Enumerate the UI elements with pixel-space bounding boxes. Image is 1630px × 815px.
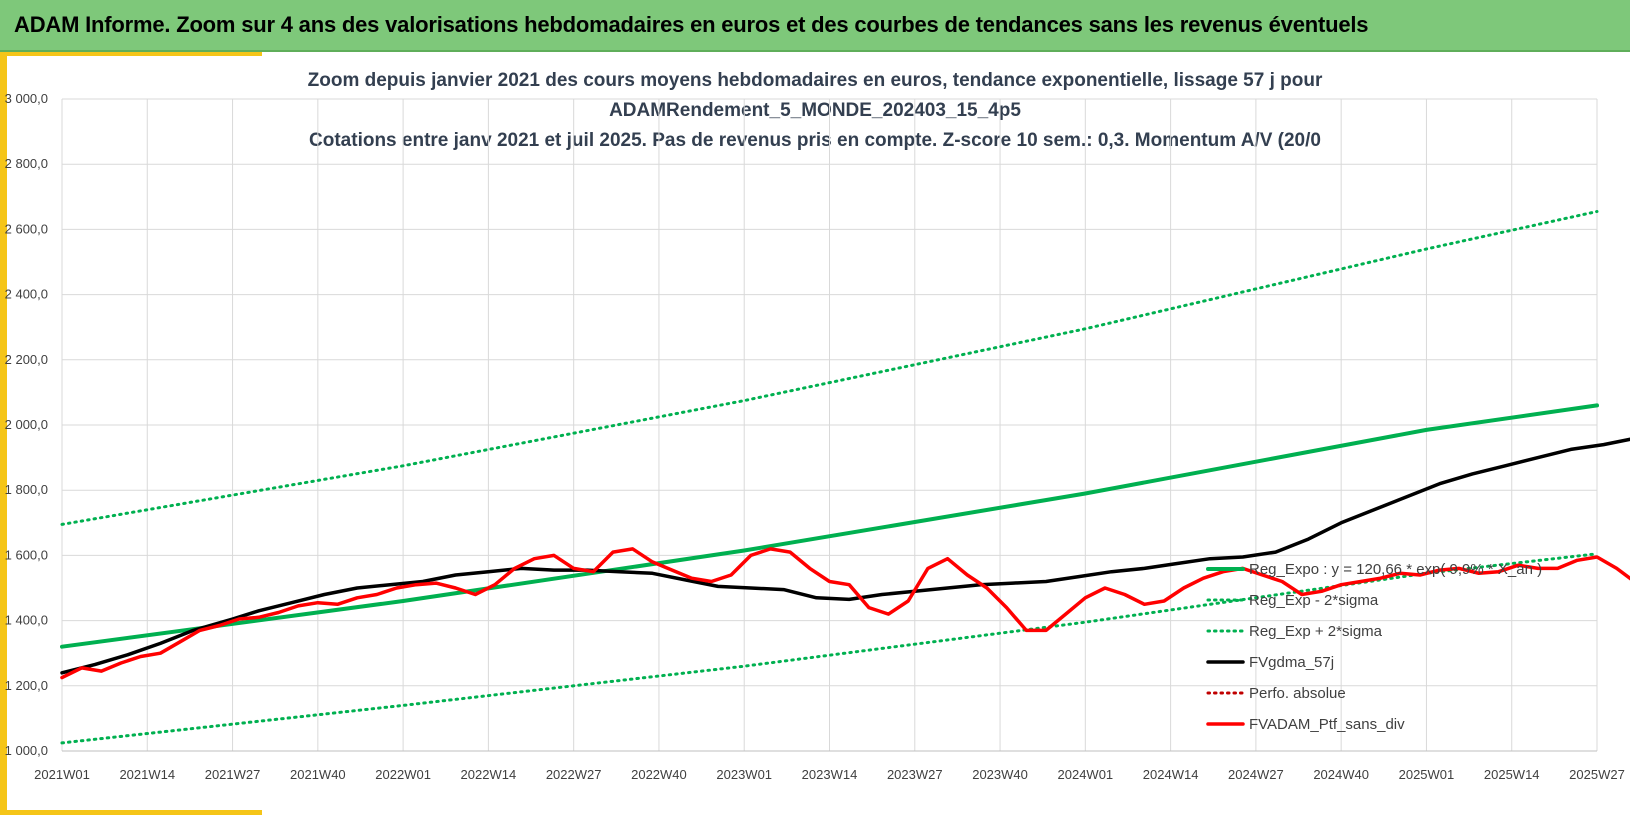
x-tick-label: 2023W40 <box>972 767 1028 782</box>
accent-bar-top <box>0 52 262 56</box>
x-tick-label: 2021W01 <box>34 767 90 782</box>
chart-title-line-2: ADAMRendement_5_MONDE_202403_15_4p5 <box>609 100 1021 121</box>
legend-entry-2: Reg_Exp + 2*sigma <box>1249 623 1383 640</box>
x-tick-label: 2021W40 <box>290 767 346 782</box>
y-tick-label: 1 200,0 <box>5 678 48 693</box>
y-tick-label: 2 200,0 <box>5 352 48 367</box>
y-tick-label: 2 000,0 <box>5 417 48 432</box>
x-tick-label: 2024W40 <box>1313 767 1369 782</box>
x-tick-label: 2025W14 <box>1484 767 1540 782</box>
x-tick-label: 2024W27 <box>1228 767 1284 782</box>
y-tick-label: 1 400,0 <box>5 613 48 628</box>
x-tick-label: 2023W01 <box>716 767 772 782</box>
legend-entry-4: Perfo. absolue <box>1249 685 1346 702</box>
x-tick-label: 2021W14 <box>119 767 175 782</box>
x-tick-label: 2025W27 <box>1569 767 1625 782</box>
page-title: ADAM Informe. Zoom sur 4 ans des valoris… <box>14 12 1369 37</box>
y-tick-label: 2 800,0 <box>5 156 48 171</box>
x-tick-label: 2022W01 <box>375 767 431 782</box>
series-line-5 <box>60 547 1630 680</box>
chart-title-line-1: Zoom depuis janvier 2021 des cours moyen… <box>307 70 1323 91</box>
header-banner: ADAM Informe. Zoom sur 4 ans des valoris… <box>0 0 1630 52</box>
legend-entry-1: Reg_Exp - 2*sigma <box>1249 592 1379 609</box>
y-tick-label: 1 000,0 <box>5 743 48 758</box>
legend-entry-3: FVgdma_57j <box>1249 654 1334 671</box>
y-tick-label: 3 000,0 <box>5 91 48 106</box>
accent-bar-bottom <box>0 810 262 815</box>
x-tick-label: 2022W14 <box>461 767 517 782</box>
x-tick-label: 2022W40 <box>631 767 687 782</box>
x-tick-label: 2021W27 <box>205 767 261 782</box>
x-tick-label: 2023W27 <box>887 767 943 782</box>
x-tick-label: 2022W27 <box>546 767 602 782</box>
y-tick-label: 1 800,0 <box>5 482 48 497</box>
series-line-3 <box>60 437 1630 675</box>
chart-title-line-3: Cotations entre janv 2021 et juil 2025. … <box>309 130 1321 151</box>
x-tick-label: 2023W14 <box>802 767 858 782</box>
x-tick-label: 2025W01 <box>1399 767 1455 782</box>
x-tick-label: 2024W01 <box>1058 767 1114 782</box>
series-line-0 <box>60 403 1599 649</box>
legend-entry-5: FVADAM_Ptf_sans_div <box>1249 716 1405 733</box>
legend-entry-0: Reg_Expo : y = 120,66 * exp( 9,9% * X_an… <box>1249 561 1542 578</box>
y-tick-label: 1 600,0 <box>5 547 48 562</box>
accent-bar-left <box>0 52 7 815</box>
x-tick-label: 2024W14 <box>1143 767 1199 782</box>
y-tick-label: 2 600,0 <box>5 221 48 236</box>
y-tick-label: 2 400,0 <box>5 287 48 302</box>
series-line-2 <box>60 210 1599 526</box>
